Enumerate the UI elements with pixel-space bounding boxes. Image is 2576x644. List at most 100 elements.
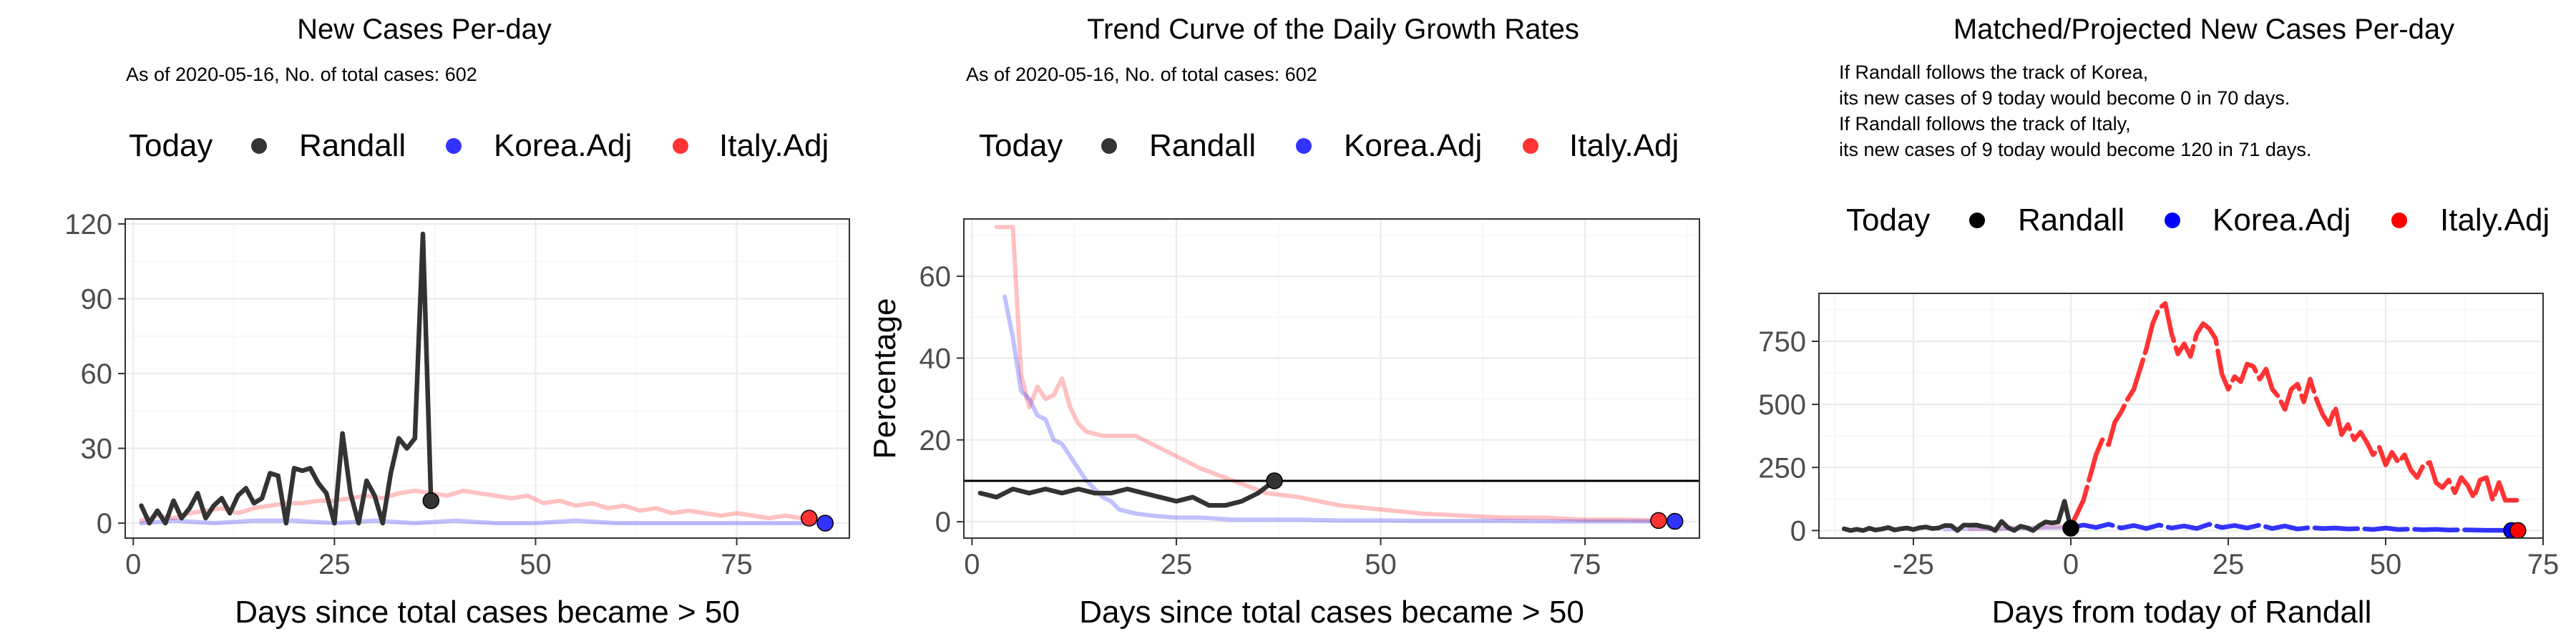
legend-label-italy: Italy.Adj: [1569, 128, 1679, 163]
y-tick-label: 0: [1790, 515, 1806, 547]
x-tick-label: 50: [2370, 549, 2402, 580]
x-tick-label: 0: [964, 549, 980, 580]
legend-swatch-italy: [1523, 138, 1538, 154]
legend-label-korea: Korea.Adj: [1344, 128, 1482, 163]
panel-growth-rates: Trend Curve of the Daily Growth Rates As…: [867, 14, 1700, 630]
endpoint-italy-adj: [1650, 512, 1667, 530]
legend-swatch-italy: [673, 138, 688, 154]
endpoint-randall: [422, 492, 440, 509]
y-tick-label: 60: [919, 261, 952, 293]
tick-marks: [957, 275, 1586, 545]
y-tick-label: 500: [1758, 389, 1806, 421]
legend-swatch-randall: [251, 138, 267, 154]
y-tick-label: 90: [81, 284, 113, 316]
series-line-korea-adj: [139, 518, 828, 526]
y-axis-title: Percentage: [867, 298, 902, 459]
x-tick-label: 50: [519, 549, 552, 580]
legend-label-korea: Korea.Adj: [2212, 203, 2351, 238]
legend-label-randall: Randall: [1149, 128, 1256, 163]
series-layer: [964, 225, 1699, 530]
series-line-italy-adj: [139, 488, 819, 523]
y-tick-label: 250: [1758, 452, 1806, 484]
endpoint-korea-adj: [816, 514, 834, 532]
note-line: its new cases of 9 today would become 12…: [1839, 139, 2311, 160]
x-tick-label: 0: [125, 549, 141, 580]
legend-title: Today: [129, 128, 213, 163]
grid: [125, 219, 849, 538]
tick-marks: [1812, 340, 2544, 545]
y-tick-labels: 0 250 500 750: [1758, 326, 1806, 547]
series-line-korea-adj: [1002, 294, 1677, 524]
y-tick-label: 30: [81, 434, 113, 465]
panel-projection: Matched/Projected New Cases Per-day If R…: [1758, 14, 2559, 630]
x-tick-label: 0: [2063, 549, 2079, 580]
endpoint-italy-adj: [2509, 522, 2527, 538]
grid: [1819, 293, 2545, 538]
x-tick-label: 25: [318, 549, 351, 580]
x-tick-label: 50: [1365, 549, 1397, 580]
note-line: If Randall follows the track of Korea,: [1839, 62, 2148, 83]
y-tick-label: 120: [64, 209, 112, 240]
chart-title: Trend Curve of the Daily Growth Rates: [1087, 14, 1579, 45]
legend-label-randall: Randall: [2018, 203, 2124, 238]
tick-marks: [118, 223, 738, 545]
x-tick-label: 75: [1569, 549, 1601, 580]
x-tick-label: 75: [721, 549, 753, 580]
legend-title: Today: [1846, 203, 1930, 238]
note-line: If Randall follows the track of Italy,: [1839, 113, 2131, 135]
y-tick-label: 40: [919, 343, 952, 374]
x-tick-labels: 0 25 50 75: [125, 549, 753, 580]
grid: [964, 219, 1699, 538]
x-axis-title: Days since total cases became > 50: [1079, 595, 1584, 630]
legend-swatch-randall: [1969, 213, 1985, 228]
y-tick-label: 0: [97, 508, 112, 540]
legend-label-italy: Italy.Adj: [719, 128, 829, 163]
endpoint-randall: [1266, 472, 1283, 489]
plot-panel: [125, 218, 850, 539]
series-line-randall: [977, 478, 1277, 508]
x-axis-title: Days since total cases became > 50: [235, 595, 740, 630]
series-layer: [1841, 301, 2527, 538]
endpoint-randall: [2062, 519, 2079, 537]
chart-subtitle: As of 2020-05-16, No. of total cases: 60…: [126, 64, 477, 85]
x-tick-label: -25: [1893, 549, 1934, 580]
endpoint-korea-adj: [1666, 512, 1684, 530]
y-tick-label: 0: [935, 507, 951, 538]
y-tick-label: 750: [1758, 326, 1806, 358]
x-tick-label: 25: [2212, 549, 2245, 580]
legend-swatch-korea: [1296, 138, 1312, 154]
note-line: its new cases of 9 today would become 0 …: [1839, 87, 2290, 109]
projection-notes: If Randall follows the track of Korea, i…: [1839, 62, 2311, 160]
plot-panel: [963, 218, 1700, 539]
y-tick-label: 20: [919, 425, 952, 457]
legend-label-italy: Italy.Adj: [2440, 203, 2550, 238]
chart-title: New Cases Per-day: [297, 14, 552, 45]
legend-title: Today: [979, 128, 1063, 163]
series-line-italy-adj: [994, 225, 1661, 523]
chart-title: Matched/Projected New Cases Per-day: [1953, 14, 2454, 45]
x-axis-title: Days from today of Randall: [1992, 595, 2372, 630]
endpoint-italy-adj: [801, 509, 818, 527]
legend-swatch-randall: [1101, 138, 1117, 154]
legend: Today Randall Korea.Adj Italy.Adj: [1846, 203, 2550, 238]
legend: Today Randall Korea.Adj Italy.Adj: [979, 128, 1679, 163]
legend-swatch-korea: [2165, 213, 2180, 228]
y-tick-labels: 0 30 60 90 120: [64, 209, 112, 540]
legend: Today Randall Korea.Adj Italy.Adj: [129, 128, 829, 163]
chart-subtitle: As of 2020-05-16, No. of total cases: 60…: [966, 64, 1317, 85]
legend-label-korea: Korea.Adj: [494, 128, 632, 163]
legend-swatch-korea: [446, 138, 462, 154]
series-layer: [139, 231, 834, 532]
legend-label-randall: Randall: [299, 128, 406, 163]
panel-new-cases: New Cases Per-day As of 2020-05-16, No. …: [64, 14, 850, 630]
series-line-randall: [139, 231, 434, 526]
x-tick-labels: -25 0 25 50 75: [1893, 549, 2559, 580]
x-tick-labels: 0 25 50 75: [964, 549, 1601, 580]
y-tick-labels: 0 20 40 60: [919, 261, 952, 538]
series-line-korea-adj: [2068, 522, 2514, 533]
x-tick-label: 75: [2527, 549, 2560, 580]
y-tick-label: 60: [81, 358, 113, 390]
x-tick-label: 25: [1161, 549, 1193, 580]
legend-swatch-italy: [2391, 213, 2407, 228]
